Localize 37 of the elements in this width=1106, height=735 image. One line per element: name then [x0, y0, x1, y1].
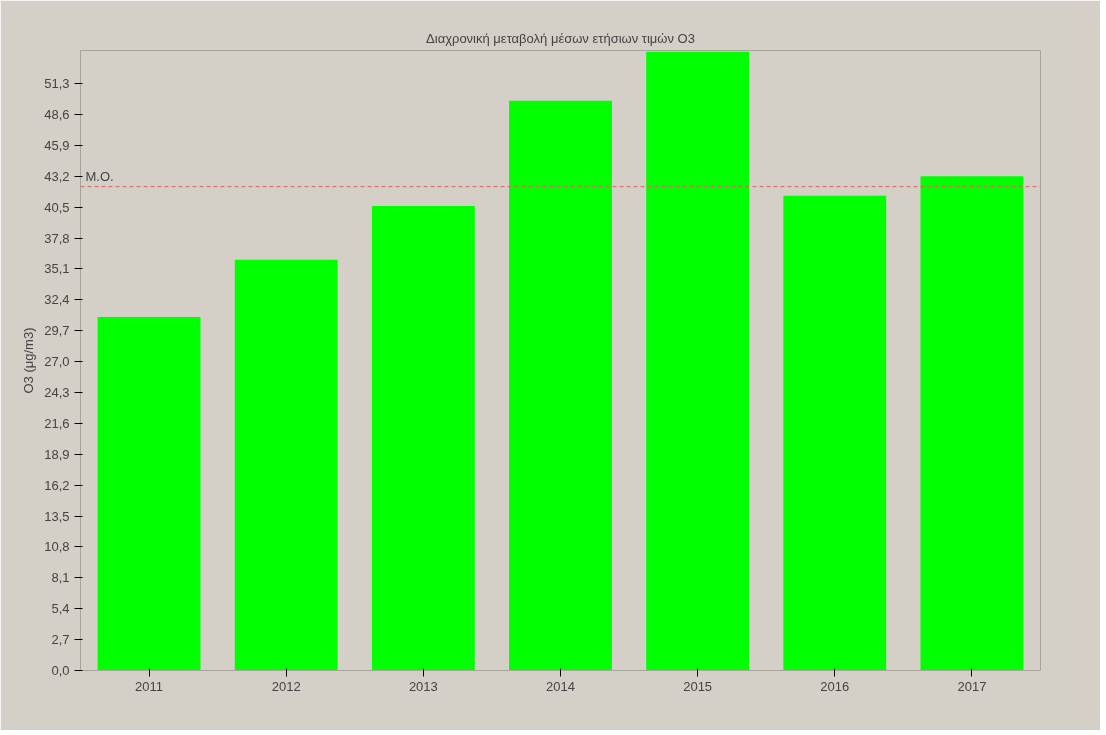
x-tick-label: 2011 [135, 678, 164, 694]
x-tick-label: 2013 [408, 678, 438, 694]
bar [97, 317, 201, 671]
chart-title: Διαχρονική μεταβολή μέσων ετήσιων τιμών O3 [426, 30, 695, 46]
bar [646, 51, 750, 671]
y-tick-label: 13,5 [44, 508, 70, 524]
bar [920, 176, 1024, 671]
x-tick-label: 2015 [683, 678, 713, 694]
y-tick-label: 37,8 [44, 230, 70, 246]
bar [371, 206, 475, 671]
y-tick-label: 8,1 [51, 570, 70, 586]
y-tick-label: 0,0 [51, 663, 70, 678]
y-tick-label: 2,7 [51, 632, 70, 648]
y-tick-label: 35,1 [44, 261, 70, 277]
y-tick-label: 43,2 [44, 168, 70, 184]
ref-line-label: M.O. [85, 168, 114, 184]
x-tick-label: 2012 [271, 678, 301, 694]
y-tick-label: 24,3 [44, 385, 70, 401]
y-tick-label: 21,6 [44, 415, 70, 431]
y-tick-label: 27,0 [44, 354, 70, 370]
y-tick-label: 5,4 [51, 601, 70, 617]
y-tick-label: 10,8 [44, 539, 70, 555]
x-tick-label: 2017 [957, 678, 987, 694]
y-tick-label: 32,4 [44, 292, 70, 308]
y-tick-label: 40,5 [44, 199, 70, 215]
y-tick-label: 48,6 [44, 107, 70, 123]
y-tick-label: 18,9 [44, 446, 70, 462]
x-tick-label: 2014 [546, 678, 575, 694]
y-tick-label: 51,3 [44, 76, 70, 92]
bar [783, 195, 887, 671]
y-tick-label: 45,9 [44, 137, 70, 153]
y-tick-label: 16,2 [44, 477, 70, 493]
y-axis-title: O3 (μg/m3) [21, 327, 37, 394]
bar [509, 100, 612, 671]
x-tick-label: 2016 [820, 678, 850, 694]
bar [234, 259, 338, 671]
y-tick-label: 29,7 [44, 323, 70, 339]
